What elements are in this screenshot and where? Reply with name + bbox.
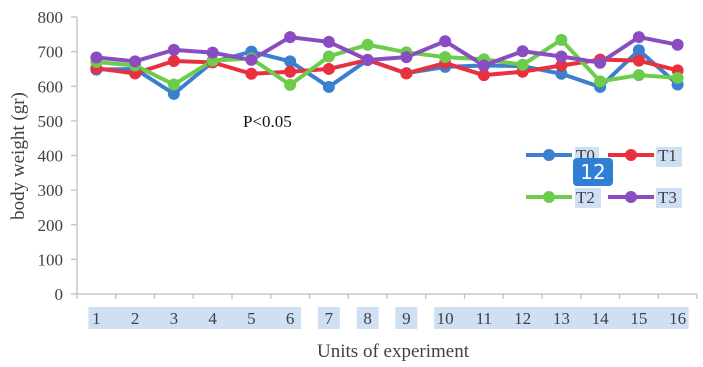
data-point-T3 <box>322 35 335 48</box>
y-tick-label: 400 <box>38 147 64 166</box>
legend-marker-T0 <box>543 149 555 161</box>
legend-highlight <box>656 188 682 208</box>
data-point-T2 <box>284 78 297 91</box>
y-tick-label: 700 <box>38 43 64 62</box>
x-tick-label: 9 <box>402 309 411 328</box>
annotation-text: P<0.05 <box>243 112 292 131</box>
tick-highlight <box>317 307 340 329</box>
label-highlights <box>88 147 689 329</box>
x-tick-label: 8 <box>363 309 372 328</box>
legend-marker-T3 <box>625 191 637 203</box>
data-point-T0 <box>284 55 297 68</box>
data-point-T1 <box>284 65 297 78</box>
data-point-T2 <box>167 78 180 91</box>
series-points <box>90 31 684 100</box>
legend-highlight <box>656 147 682 167</box>
badge: 12 <box>573 158 613 186</box>
data-point-T0 <box>167 87 180 100</box>
data-point-T2 <box>594 75 607 88</box>
data-point-T3 <box>594 56 607 69</box>
data-point-T2 <box>632 69 645 82</box>
data-point-T1 <box>400 67 413 80</box>
x-tick-label: 6 <box>286 309 295 328</box>
y-tick-label: 0 <box>55 285 64 304</box>
y-tick-label: 300 <box>38 181 64 200</box>
legend-label-T3: T3 <box>658 188 677 207</box>
x-tick-label: 15 <box>630 309 647 328</box>
badge-text: 12 <box>580 160 605 184</box>
data-point-T2 <box>439 51 452 64</box>
data-point-T2 <box>516 58 529 71</box>
y-tick-label: 100 <box>38 250 64 269</box>
x-tick-label: 7 <box>325 309 334 328</box>
tick-highlight <box>395 307 418 329</box>
tick-highlight <box>434 307 689 329</box>
tick-highlight <box>356 307 379 329</box>
series-lines <box>96 35 679 96</box>
badge-background <box>573 158 613 186</box>
data-point-T3 <box>361 53 374 66</box>
x-axis-title: Units of experiment <box>317 341 470 362</box>
data-point-T3 <box>477 59 490 72</box>
data-point-T1 <box>245 67 258 80</box>
legend-highlight <box>575 188 601 208</box>
data-point-T3 <box>90 51 103 64</box>
data-point-T1 <box>555 59 568 72</box>
data-point-T3 <box>400 51 413 64</box>
data-point-T3 <box>167 43 180 56</box>
x-tick-label: 10 <box>437 309 454 328</box>
y-tick-label: 600 <box>38 77 64 96</box>
x-tick-label: 16 <box>669 309 686 328</box>
data-point-T1 <box>632 54 645 67</box>
legend-marker-T1 <box>625 149 637 161</box>
legend-label-T2: T2 <box>576 188 595 207</box>
data-point-T2 <box>671 71 684 84</box>
data-point-T3 <box>439 35 452 48</box>
x-tick-label: 11 <box>476 309 492 328</box>
x-tick-label: 3 <box>170 309 179 328</box>
legend-label-T1: T1 <box>658 146 677 165</box>
x-tick-label: 5 <box>247 309 256 328</box>
x-tick-label: 14 <box>592 309 610 328</box>
data-point-T2 <box>555 33 568 46</box>
data-point-T0 <box>632 44 645 57</box>
x-tick-label: 2 <box>131 309 140 328</box>
data-point-T3 <box>129 55 142 68</box>
data-point-T2 <box>322 50 335 63</box>
data-point-T3 <box>632 31 645 44</box>
data-point-T3 <box>284 31 297 44</box>
legend-marker-T2 <box>543 191 555 203</box>
series-line-T3 <box>96 35 679 68</box>
y-tick-label: 500 <box>38 112 64 131</box>
y-axis-title: body weight (gr) <box>8 92 29 220</box>
data-point-T3 <box>555 50 568 63</box>
data-point-T3 <box>245 53 258 66</box>
y-tick-label: 200 <box>38 216 64 235</box>
data-point-T1 <box>477 69 490 82</box>
tick-highlight <box>88 307 302 329</box>
y-ticks: 0 100 200 300 400 500 600 700 800 <box>38 8 77 304</box>
data-point-T3 <box>516 45 529 58</box>
data-point-T2 <box>361 38 374 51</box>
data-point-T3 <box>671 38 684 51</box>
x-tick-label: 12 <box>514 309 531 328</box>
data-point-T1 <box>322 62 335 75</box>
y-tick-label: 800 <box>38 8 64 27</box>
x-ticks: 1 2 3 4 5 6 7 8 9 10 11 12 13 14 15 16 <box>76 294 698 328</box>
x-tick-label: 4 <box>208 309 217 328</box>
data-point-T1 <box>167 54 180 67</box>
data-point-T3 <box>206 46 219 59</box>
x-tick-label: 13 <box>553 309 570 328</box>
data-point-T0 <box>322 80 335 93</box>
data-point-T0 <box>555 67 568 80</box>
x-tick-label: 1 <box>92 309 101 328</box>
